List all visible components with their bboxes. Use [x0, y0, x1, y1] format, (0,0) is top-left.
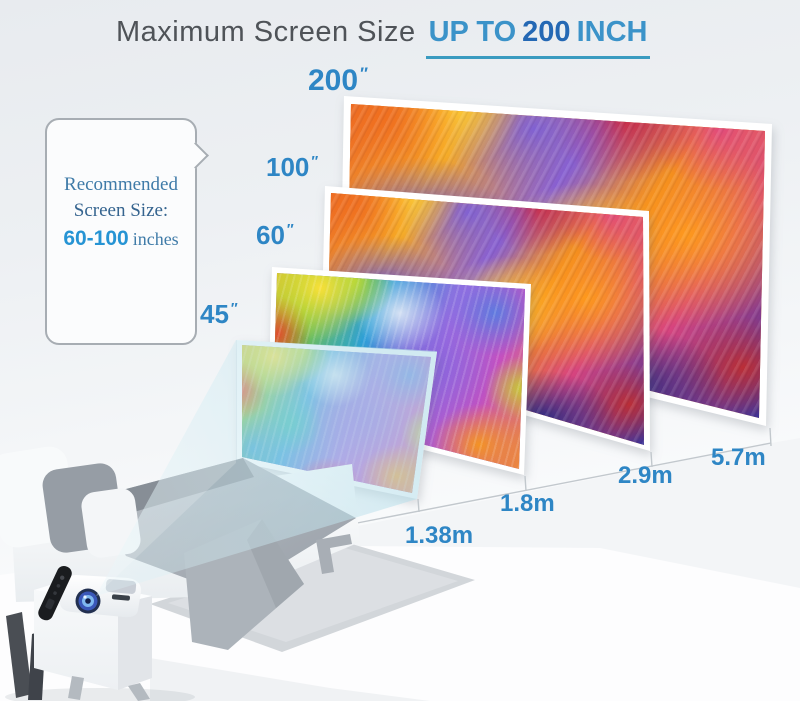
inch-mark: ″: [360, 65, 368, 83]
distance-label-200: 5.7m: [711, 444, 766, 471]
projector-lens-pupil: [85, 598, 91, 604]
bubble-line2: Screen Size:: [73, 200, 169, 221]
title-upto: UP TO: [428, 16, 517, 48]
bed-shadow: [150, 658, 430, 701]
inch-mark: ″: [230, 301, 238, 318]
size-label-100: 100 ″: [266, 152, 318, 183]
size-value: 45: [200, 299, 229, 329]
bubble-range-unit: inches: [132, 229, 179, 249]
size-label-45: 45 ″: [200, 299, 238, 330]
size-value: 100: [266, 152, 310, 182]
size-value: 200: [308, 64, 359, 97]
bubble-line3: 60-100 inches: [47, 224, 195, 256]
title-emphasis-group: UP TO 200 INCH: [425, 16, 651, 59]
floor-guide-line: [351, 442, 772, 525]
tick-100: [650, 451, 653, 468]
nightstand-leg-left: [68, 676, 84, 700]
title-size-value: 200: [522, 16, 571, 48]
projector-ir-window: [111, 594, 130, 601]
title-size-unit: INCH: [576, 16, 648, 48]
floor-shade-band: [352, 438, 800, 588]
bubble-range: 60-100: [63, 227, 129, 250]
nightstand-front: [34, 590, 118, 690]
title-prefix: Maximum Screen Size: [116, 16, 416, 48]
bubble-line1: Recommended: [64, 174, 178, 195]
size-value: 60: [256, 220, 285, 250]
projector-lens-highlight: [83, 595, 87, 599]
projection-beam-facet: [96, 340, 236, 596]
distance-label-45: 1.38m: [405, 522, 474, 549]
page-title: Maximum Screen Size UP TO 200 INCH: [116, 16, 651, 59]
distance-label-60: 1.8m: [500, 490, 555, 517]
tick-60: [524, 475, 527, 492]
nightstand-leg-right: [128, 683, 150, 701]
pillow-white-small: [81, 488, 141, 558]
tick-45: [417, 498, 420, 513]
recommendation-bubble: Recommended Screen Size: 60-100 inches: [45, 118, 209, 345]
bed-leg-left: [6, 612, 32, 698]
remote-control: [38, 565, 72, 621]
bed-leg-right: [316, 534, 352, 574]
tick-200: [769, 427, 772, 447]
inch-mark: ″: [286, 222, 294, 239]
projection-beam: [96, 340, 437, 596]
size-label-200: 200 ″: [308, 64, 368, 98]
distance-label-100: 2.9m: [618, 462, 673, 489]
size-label-60: 60 ″: [256, 220, 294, 251]
nightstand-side: [118, 596, 152, 690]
inch-mark: ″: [311, 154, 319, 171]
